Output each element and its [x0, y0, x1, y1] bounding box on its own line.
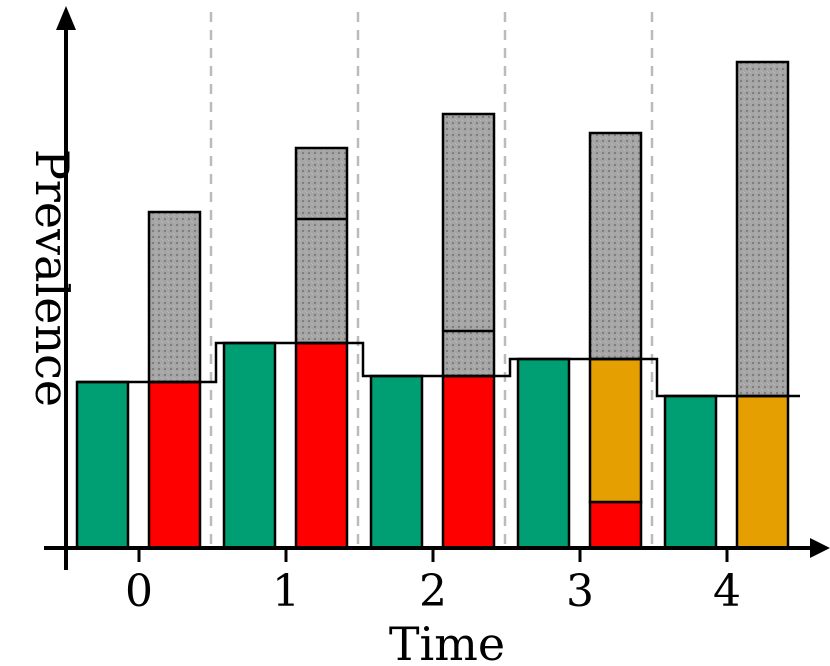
step-line-layer — [77, 341, 800, 398]
bar-right-t2-seg0 — [441, 374, 496, 550]
tick-labels-layer: 0 1 2 3 4 — [125, 548, 741, 617]
bar-left-t0 — [75, 380, 130, 550]
y-axis-label: Prevalence — [25, 149, 79, 407]
bar-right-t4-seg1 — [735, 60, 790, 398]
bar-right-t1-seg0 — [294, 341, 349, 550]
x-tick-label-4: 4 — [713, 566, 741, 617]
bar-right-t0-seg0 — [147, 380, 202, 550]
bar-left-t1 — [222, 341, 277, 550]
y-axis-arrow — [56, 6, 76, 30]
bar-left-t4 — [663, 394, 718, 550]
bar-left-t3 — [516, 357, 571, 550]
time-separators — [209, 12, 654, 548]
x-tick-label-1: 1 — [272, 566, 300, 617]
bar-right-t3-seg1 — [588, 357, 643, 504]
x-axis-label: Time — [389, 617, 505, 666]
bar-right-t0-seg1 — [147, 210, 202, 384]
bar-right-t1-seg1 — [294, 146, 349, 345]
bar-right-t3-seg2 — [588, 131, 643, 361]
bar-right-t2-seg1 — [441, 112, 496, 378]
axes-layer — [44, 6, 830, 570]
bars-layer — [75, 60, 790, 550]
x-axis-arrow — [810, 538, 830, 558]
x-tick-label-0: 0 — [125, 566, 153, 617]
bar-right-t3-seg0 — [588, 500, 643, 550]
level-step-line — [77, 341, 800, 398]
x-tick-label-2: 2 — [419, 566, 447, 617]
bar-left-t2 — [369, 374, 424, 550]
bar-right-t4-seg0 — [735, 394, 790, 550]
x-tick-label-3: 3 — [566, 566, 594, 617]
